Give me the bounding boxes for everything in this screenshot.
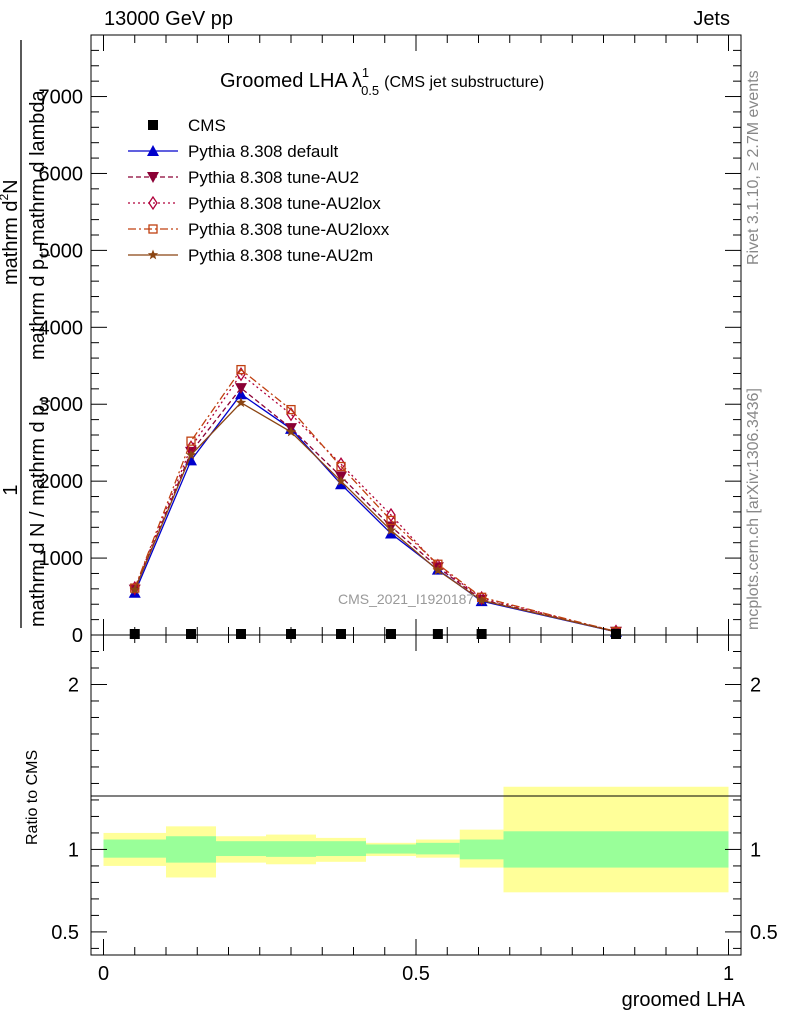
ylabel-denominator-2: mathrm d pT mathrm d lambda <box>27 89 53 360</box>
ratio-y-axis-label: Ratio to CMS <box>24 750 41 845</box>
main-y-ticks: 0 1000 2000 3000 4000 5000 6000 7000 <box>39 34 741 647</box>
series-5-point <box>285 426 297 437</box>
series-line-3 <box>134 373 617 633</box>
series-1-point <box>385 527 397 539</box>
ylabel-numerator-n: N <box>0 179 22 193</box>
series-4-point <box>186 436 196 446</box>
header-process: 13000 GeV pp <box>104 8 233 30</box>
cms-point <box>386 629 396 639</box>
series-5-point <box>476 594 487 605</box>
legend-marker-4 <box>148 224 158 234</box>
ratio-band-inner-4 <box>316 841 366 857</box>
series-5-point <box>235 397 247 408</box>
ratio-band-inner-6 <box>416 842 460 855</box>
series-line-4 <box>134 368 617 633</box>
ratio-ytick-label-left: 1 <box>68 839 79 861</box>
x-axis-label: groomed LHA <box>622 989 746 1011</box>
ratio-ytick-label-right: 2 <box>750 674 761 696</box>
main-ytick-label: 3000 <box>39 394 84 416</box>
legend-marker-1 <box>147 145 159 156</box>
ratio-band-inner-7 <box>459 839 504 860</box>
series-3-point <box>386 507 396 523</box>
cms-point <box>336 629 346 639</box>
series-3-point <box>236 367 246 382</box>
cms-point <box>476 629 487 639</box>
plot-title-lambda: λ <box>352 70 362 92</box>
ratio-ytick-label-left: 2 <box>68 674 79 696</box>
cms-point <box>432 629 443 639</box>
header-topic: Jets <box>693 8 730 30</box>
series-4-point <box>336 461 346 472</box>
series-5-point <box>335 475 347 486</box>
plot-title-main: Groomed LHA <box>220 70 348 92</box>
ylabel-numerator-d: mathrm d <box>0 201 22 285</box>
series-5-point <box>185 449 197 460</box>
analysis-watermark: CMS_2021_I1920187 <box>338 591 474 607</box>
xtick-label: 0.5 <box>402 963 430 985</box>
ylabel-den2-sub: T <box>39 251 53 259</box>
main-ytick-label: 0 <box>72 625 83 647</box>
main-ytick-label: 6000 <box>39 163 84 185</box>
main-ytick-label: 4000 <box>39 317 84 339</box>
ratio-ytick-label-right: 0.5 <box>750 922 778 944</box>
main-ytick-label: 5000 <box>39 240 84 262</box>
ylabel-den1-main: mathrm d N / mathrm d p <box>27 405 49 627</box>
legend-marker-0 <box>148 120 158 130</box>
plot-title: Groomed LHA λ1 0.5 (CMS jet substructure) <box>220 65 544 98</box>
series-3-point <box>129 580 140 596</box>
ratio-band-inner-8 <box>503 831 729 868</box>
series-5-point <box>432 564 444 575</box>
cms-point <box>236 629 246 639</box>
series-2-point <box>235 383 247 395</box>
plot-title-note: (CMS jet substructure) <box>384 74 544 91</box>
legend: CMS Pythia 8.308 default Pythia 8.308 tune… <box>128 116 390 265</box>
ylabel-den2-main: mathrm d p <box>27 259 49 360</box>
series-1-point <box>335 478 347 490</box>
legend-label-2: Pythia 8.308 tune-AU2 <box>188 168 359 187</box>
ratio-band-inner-3 <box>266 841 316 857</box>
series-5-point <box>129 584 140 595</box>
cms-point <box>611 629 621 639</box>
legend-label-5: Pythia 8.308 tune-AU2m <box>188 246 373 265</box>
series-3-point <box>286 407 296 422</box>
legend-marker-3 <box>148 195 158 211</box>
series-4-point <box>386 515 396 526</box>
ratio-uncertainty-bands <box>103 786 729 893</box>
ylabel-denominator-1: mathrm d N / mathrm d pT <box>27 397 53 627</box>
plot-title-sub: 0.5 <box>361 83 379 98</box>
series-5-point <box>385 524 397 535</box>
legend-label-1: Pythia 8.308 default <box>188 142 339 161</box>
legend-label-0: CMS <box>188 116 226 135</box>
series-3-point <box>476 590 487 606</box>
xtick-label: 0 <box>98 963 109 985</box>
main-ytick-label: 2000 <box>39 471 84 493</box>
ratio-y-ticks: 0.5 0.5 1 1 2 2 <box>51 650 778 949</box>
cms-point <box>186 629 196 639</box>
ratio-band-inner-5 <box>366 844 416 854</box>
ylabel-numerator: mathrm d2N <box>0 179 22 285</box>
main-y-axis-label: 1 mathrm d2N mathrm d N / mathrm d pT ma… <box>0 40 53 628</box>
ylabel-numerator-sup: 2 <box>0 194 11 201</box>
ylabel-den2-rest: mathrm d lambda <box>27 89 49 251</box>
legend-label-4: Pythia 8.308 tune-AU2loxx <box>188 220 390 239</box>
series-4-point <box>286 404 296 415</box>
cms-data-points <box>129 629 621 639</box>
main-ytick-label: 1000 <box>39 548 84 570</box>
ratio-band-inner-2 <box>216 841 266 857</box>
legend-marker-5 <box>147 249 159 260</box>
xtick-label: 1 <box>723 963 734 985</box>
main-ytick-label: 7000 <box>39 87 84 109</box>
ratio-band-inner-0 <box>103 839 166 858</box>
ylabel-lhs: 1 <box>0 484 22 495</box>
ratio-ytick-label-left: 0.5 <box>51 922 79 944</box>
ratio-ytick-label-right: 1 <box>750 839 761 861</box>
series-4-point <box>236 364 246 375</box>
legend-label-3: Pythia 8.308 tune-AU2lox <box>188 194 381 213</box>
ylabel-den1-sub: T <box>39 397 53 405</box>
plot-title-sup: 1 <box>362 65 369 80</box>
ratio-band-inner-1 <box>166 836 216 863</box>
x-axis-ticks: 0 0.5 1 <box>98 35 734 985</box>
legend-marker-2 <box>147 172 159 183</box>
